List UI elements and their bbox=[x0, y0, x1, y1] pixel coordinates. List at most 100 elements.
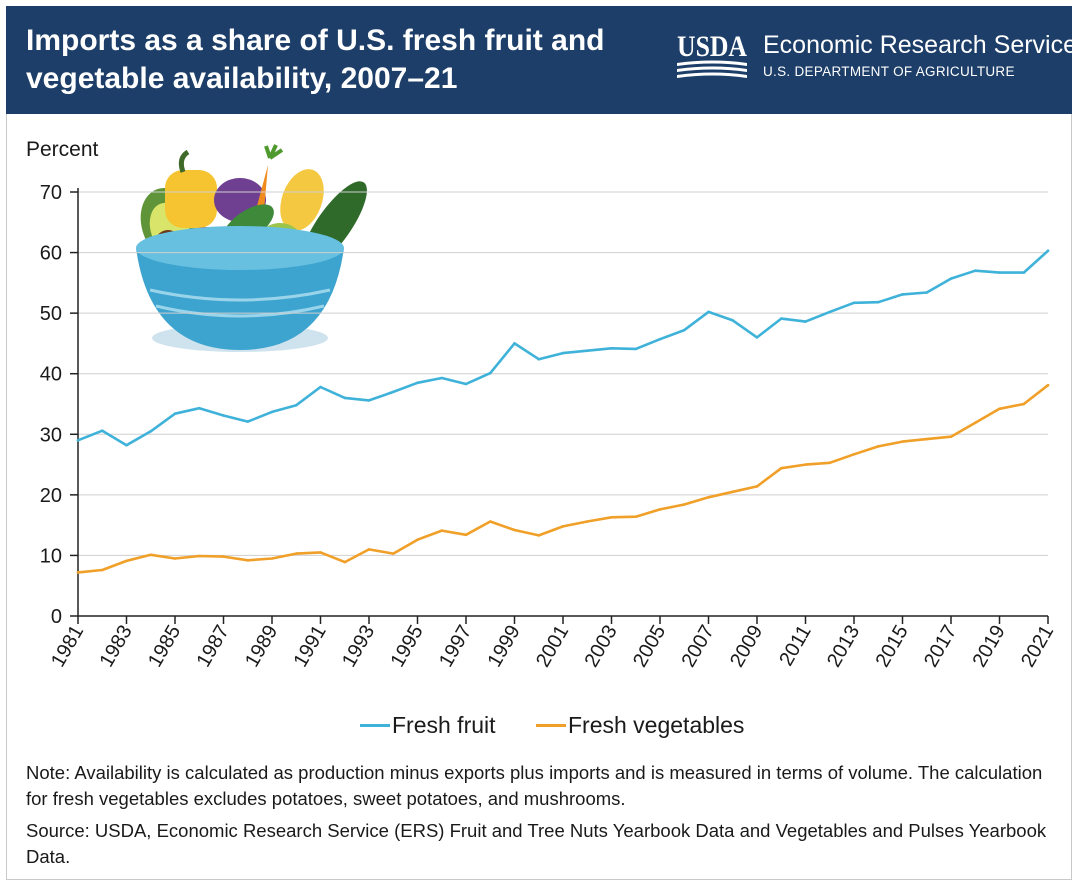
x-tick-label: 2005 bbox=[629, 622, 670, 672]
data-point bbox=[949, 277, 953, 280]
data-point bbox=[755, 336, 759, 339]
y-tick-label: 60 bbox=[40, 243, 62, 265]
data-point bbox=[270, 557, 274, 560]
data-point bbox=[586, 520, 589, 523]
source-text: Source: USDA, Economic Research Service … bbox=[26, 820, 1047, 867]
data-point bbox=[658, 337, 662, 341]
x-tick-label: 1985 bbox=[144, 622, 185, 672]
fruit-vegetable-bowl-icon bbox=[136, 144, 367, 352]
data-point bbox=[561, 351, 565, 355]
data-point bbox=[683, 328, 686, 332]
data-point bbox=[198, 554, 201, 558]
data-point bbox=[731, 490, 735, 494]
footnotes: Note: Availability is calculated as prod… bbox=[26, 760, 1056, 876]
department-name: U.S. DEPARTMENT OF AGRICULTURE bbox=[763, 64, 1015, 79]
data-point bbox=[76, 571, 80, 574]
x-tick-label: 2013 bbox=[823, 622, 864, 672]
y-tick-label: 50 bbox=[40, 303, 62, 325]
data-point bbox=[780, 317, 783, 320]
y-tick-label: 10 bbox=[40, 545, 62, 567]
data-point bbox=[949, 435, 953, 439]
data-point bbox=[125, 443, 128, 447]
x-tick-label: 2015 bbox=[872, 622, 913, 672]
data-point bbox=[513, 342, 516, 345]
note-text: Note: Availability is calculated as prod… bbox=[26, 762, 1043, 809]
data-point bbox=[537, 534, 541, 537]
x-tick-label: 2021 bbox=[1017, 622, 1058, 672]
data-point bbox=[440, 529, 444, 532]
data-point bbox=[319, 551, 322, 554]
data-point bbox=[634, 347, 638, 351]
legend-swatch-fresh-vegetables bbox=[536, 724, 566, 727]
x-tick-label: 2019 bbox=[969, 622, 1010, 672]
x-tick-label: 1997 bbox=[435, 622, 476, 672]
data-point bbox=[295, 552, 298, 555]
data-point bbox=[198, 406, 201, 410]
data-point bbox=[877, 445, 880, 448]
y-tick-label: 0 bbox=[51, 606, 62, 628]
data-point bbox=[489, 371, 492, 375]
data-point bbox=[828, 310, 832, 314]
data-point bbox=[755, 485, 759, 488]
data-point bbox=[513, 528, 516, 532]
data-point bbox=[901, 440, 904, 443]
usda-logo-text: USDA bbox=[677, 30, 747, 63]
data-point bbox=[489, 520, 492, 523]
data-point bbox=[610, 516, 613, 519]
grid-lines bbox=[78, 191, 1048, 556]
usda-logo-icon: USDA bbox=[677, 30, 747, 78]
x-tick-label: 2017 bbox=[920, 622, 961, 672]
data-point bbox=[586, 349, 589, 353]
x-tick-label: 1999 bbox=[484, 622, 525, 672]
data-point bbox=[392, 390, 395, 394]
data-point bbox=[780, 466, 783, 470]
x-tick-label: 1987 bbox=[193, 622, 234, 672]
y-tick-label: 30 bbox=[40, 424, 62, 446]
x-tick-label: 1993 bbox=[338, 622, 379, 672]
data-point bbox=[246, 559, 250, 562]
x-tick-label: 1989 bbox=[241, 622, 282, 672]
data-point bbox=[877, 300, 880, 304]
x-tick-label: 2011 bbox=[775, 622, 816, 670]
x-tick-label: 2003 bbox=[581, 622, 622, 672]
header-bar bbox=[6, 6, 1072, 114]
data-point bbox=[683, 503, 686, 506]
legend-label: Fresh fruit bbox=[392, 712, 496, 738]
data-point bbox=[974, 269, 977, 273]
data-point bbox=[974, 421, 977, 425]
data-point bbox=[343, 396, 347, 400]
data-point bbox=[101, 568, 104, 572]
data-point bbox=[537, 357, 541, 361]
data-point bbox=[464, 533, 468, 537]
x-tick-label: 1983 bbox=[96, 622, 137, 672]
y-tick-label: 40 bbox=[40, 364, 62, 386]
series-line-fresh-vegetables bbox=[76, 383, 1050, 574]
data-point bbox=[1046, 383, 1050, 387]
data-point bbox=[295, 403, 298, 407]
data-point bbox=[925, 437, 929, 441]
data-point bbox=[1046, 249, 1050, 253]
data-point bbox=[440, 376, 444, 380]
data-point bbox=[925, 291, 929, 294]
x-tick-label: 2009 bbox=[726, 622, 767, 672]
series-lines bbox=[76, 249, 1050, 574]
data-point bbox=[731, 319, 735, 322]
data-point bbox=[416, 538, 419, 541]
x-tick-label: 1981 bbox=[47, 622, 88, 672]
data-point bbox=[343, 560, 347, 564]
data-point bbox=[464, 382, 468, 386]
data-point bbox=[222, 555, 225, 558]
y-tick-label: 20 bbox=[40, 485, 62, 507]
data-point bbox=[804, 320, 807, 323]
data-point bbox=[246, 420, 250, 423]
data-point bbox=[634, 515, 638, 518]
x-tick-label: 2007 bbox=[678, 622, 719, 672]
legend-label: Fresh vegetables bbox=[568, 712, 745, 738]
x-tick-label: 1991 bbox=[290, 622, 331, 672]
legend-item-fresh-vegetables: Fresh vegetables bbox=[536, 712, 744, 739]
data-point bbox=[319, 385, 322, 389]
data-point bbox=[125, 559, 128, 563]
data-point bbox=[561, 525, 565, 528]
data-point bbox=[707, 310, 710, 314]
